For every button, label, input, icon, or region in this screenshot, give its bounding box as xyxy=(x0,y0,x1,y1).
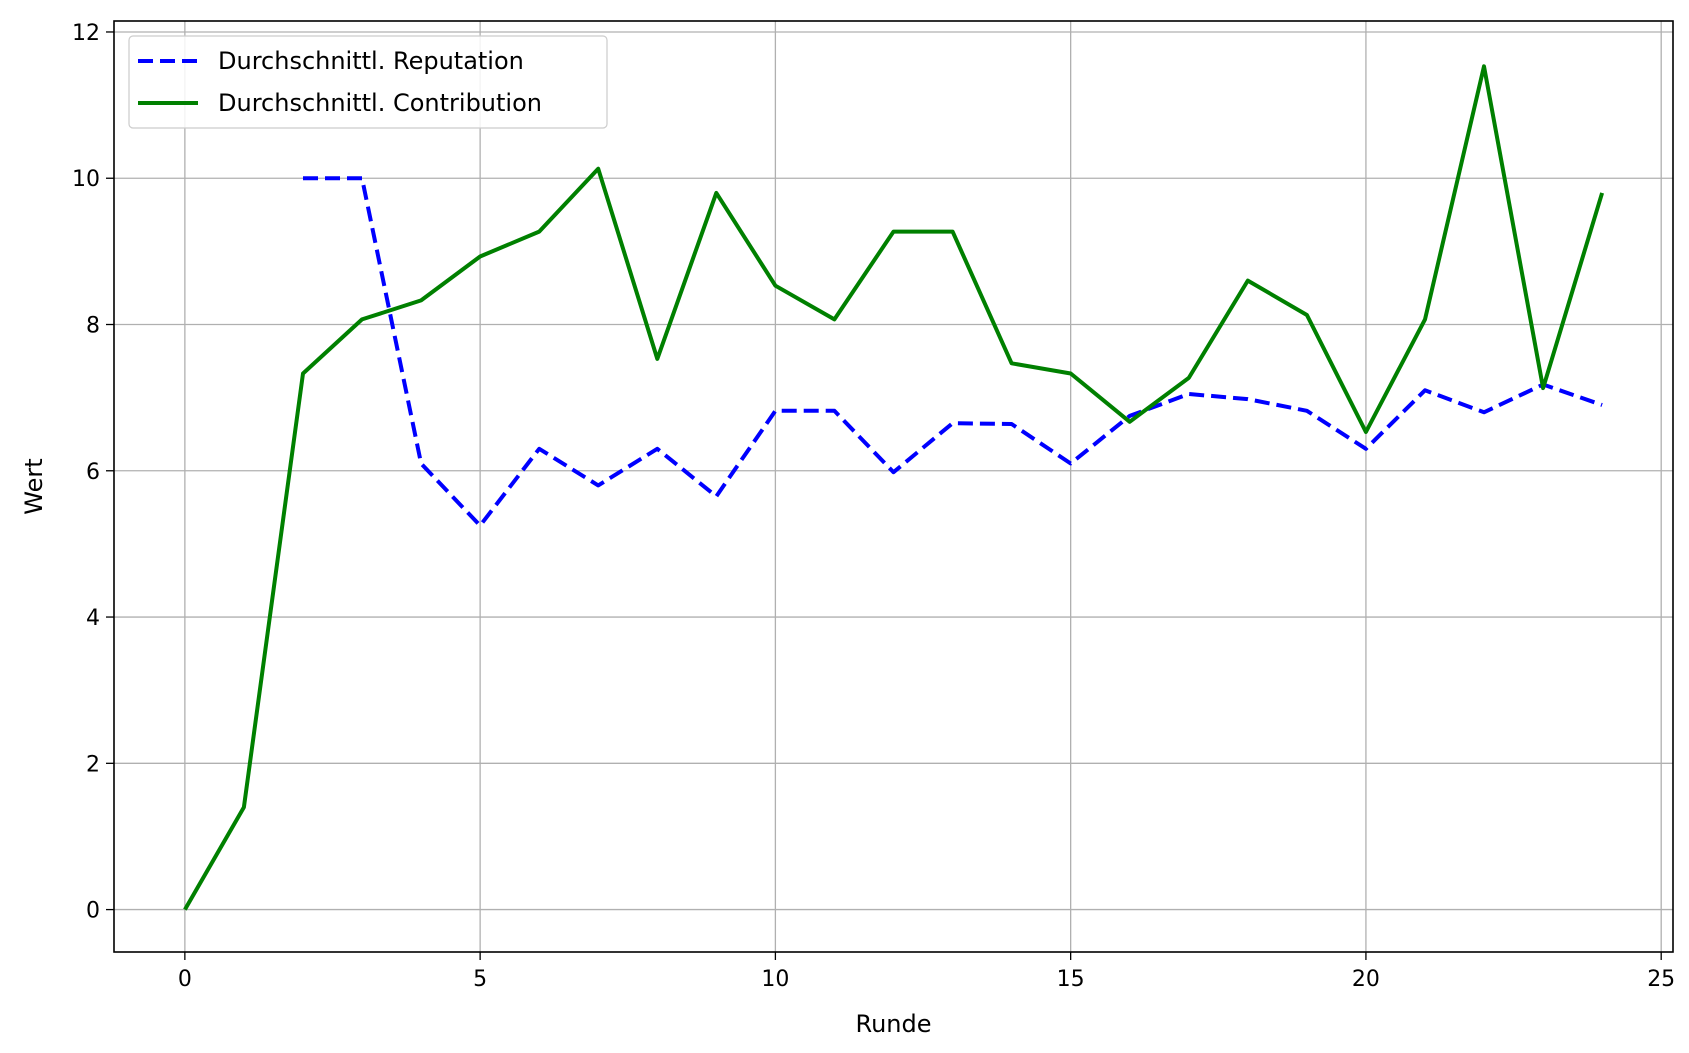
x-axis-title: Runde xyxy=(855,1010,931,1038)
plot-frame xyxy=(113,20,1674,953)
x-tick-label: 10 xyxy=(761,967,789,992)
x-tick-label: 20 xyxy=(1352,967,1380,992)
x-axis-ticks: 0 5 10 15 20 25 xyxy=(178,952,1675,992)
y-axis-ticks: 0 2 4 6 8 10 12 xyxy=(72,21,114,924)
y-tick-label: 0 xyxy=(86,899,100,924)
legend-label-reputation: Durchschnittl. Reputation xyxy=(218,47,524,75)
series-line-contribution xyxy=(183,64,1605,911)
legend-box xyxy=(128,35,608,129)
x-tick-label: 25 xyxy=(1647,967,1675,992)
y-tick-label: 4 xyxy=(86,606,100,631)
legend: Durchschnittl. Reputation Durchschnittl.… xyxy=(128,35,608,129)
y-tick-label: 12 xyxy=(72,21,100,46)
legend-label-contribution: Durchschnittl. Contribution xyxy=(218,89,542,117)
grid-lines xyxy=(114,21,1673,952)
y-tick-label: 2 xyxy=(86,752,100,777)
y-axis-title: Wert xyxy=(20,458,48,514)
y-tick-label: 10 xyxy=(72,167,100,192)
x-tick-label: 15 xyxy=(1057,967,1085,992)
x-tick-label: 0 xyxy=(178,967,192,992)
x-tick-label: 5 xyxy=(473,967,487,992)
series-layer xyxy=(183,64,1605,911)
y-tick-label: 6 xyxy=(86,460,100,485)
y-tick-label: 8 xyxy=(86,314,100,339)
